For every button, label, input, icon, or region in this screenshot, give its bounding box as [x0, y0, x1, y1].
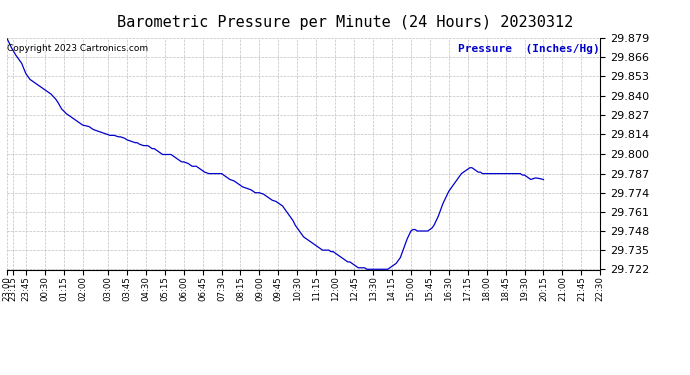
- Text: Barometric Pressure per Minute (24 Hours) 20230312: Barometric Pressure per Minute (24 Hours…: [117, 15, 573, 30]
- Text: Copyright 2023 Cartronics.com: Copyright 2023 Cartronics.com: [8, 45, 148, 54]
- Text: Pressure  (Inches/Hg): Pressure (Inches/Hg): [458, 45, 600, 54]
